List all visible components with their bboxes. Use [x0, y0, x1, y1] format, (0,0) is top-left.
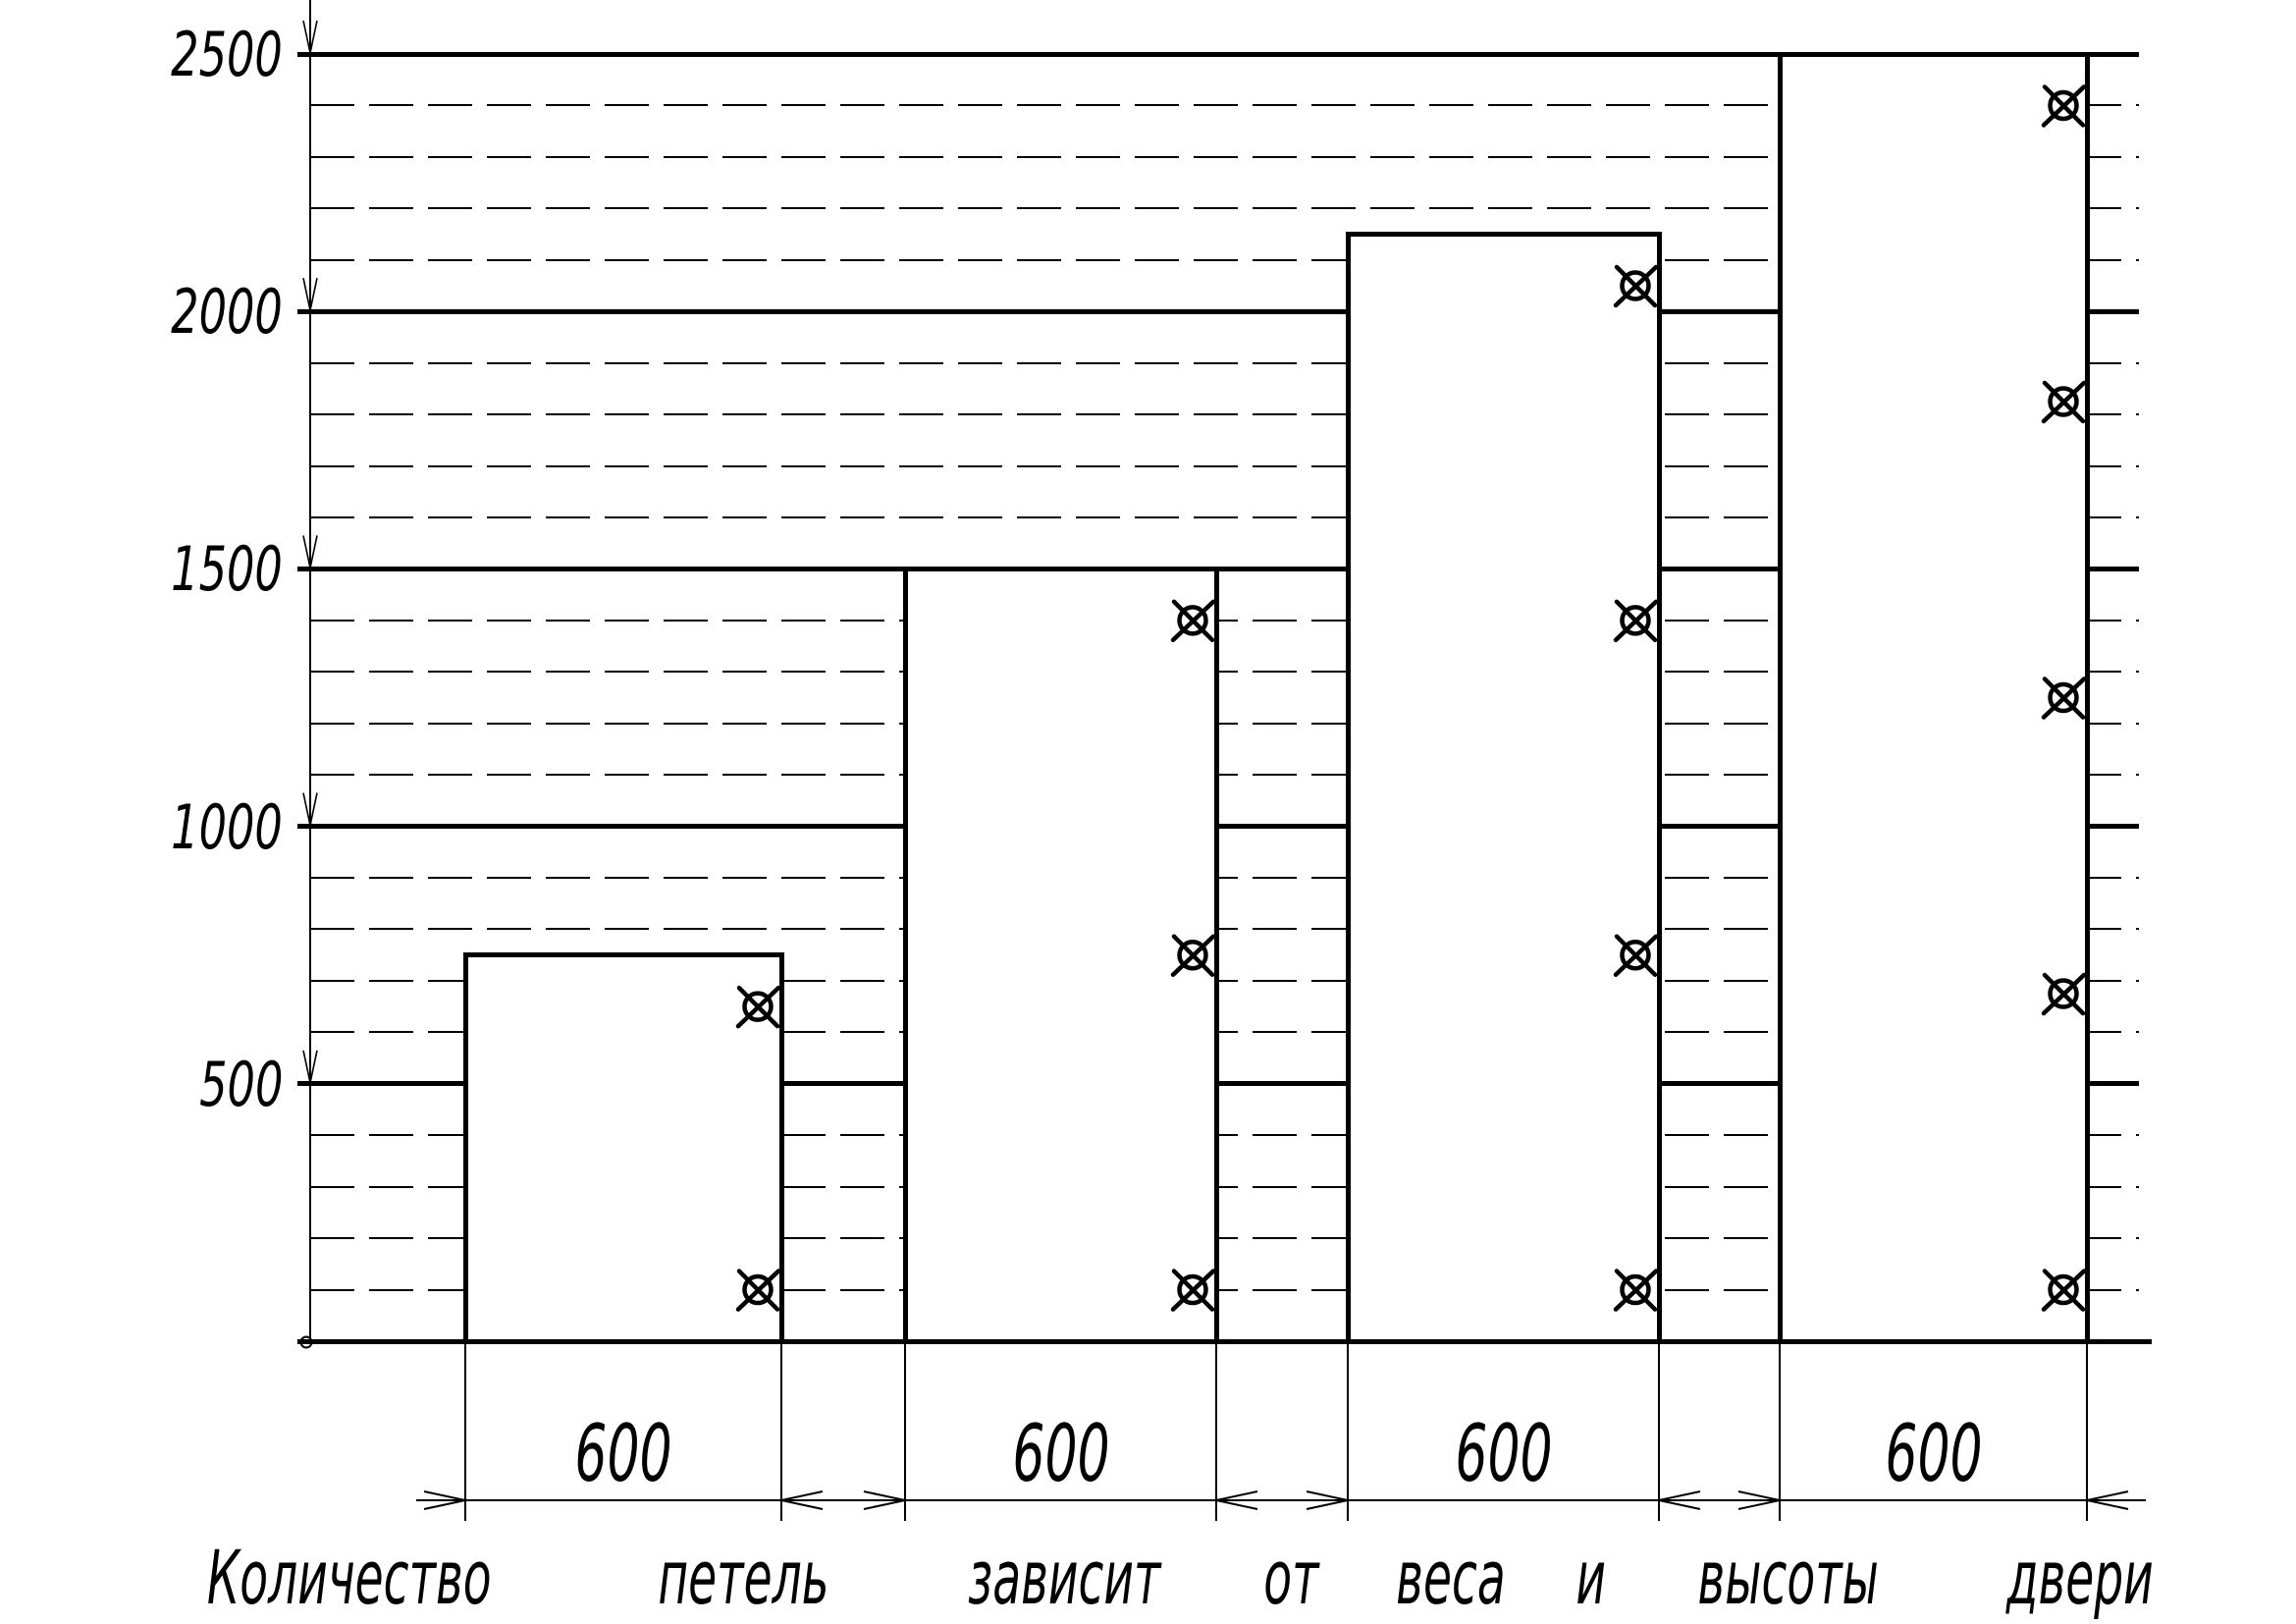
- major-gridline: [297, 51, 2139, 57]
- caption: Количество петель зависит от веса и высоты двер…: [120, 1538, 2199, 1618]
- door-bar: [902, 566, 1219, 1341]
- caption-word: и: [1575, 1534, 1607, 1621]
- caption-word: петель: [658, 1534, 829, 1621]
- minor-gridline: [310, 515, 2139, 518]
- extension-line: [1215, 1341, 1217, 1521]
- extension-line: [2086, 1341, 2088, 1521]
- extension-line: [1779, 1341, 1781, 1521]
- minor-gridline: [310, 207, 2139, 210]
- extension-line: [780, 1341, 782, 1521]
- minor-gridline: [310, 1031, 2139, 1034]
- minor-gridline: [310, 1237, 2139, 1240]
- extension-line: [904, 1341, 906, 1521]
- major-gridline: [297, 308, 2139, 314]
- caption-word: от: [1263, 1534, 1319, 1621]
- dimension-value-label: 600: [1011, 1408, 1110, 1499]
- y-axis-tick-label: 1500: [171, 533, 283, 606]
- y-axis-tick-label: 1000: [171, 790, 283, 863]
- minor-gridline: [310, 619, 2139, 622]
- minor-gridline: [310, 671, 2139, 674]
- minor-gridline: [310, 104, 2139, 107]
- minor-gridline: [310, 1288, 2139, 1291]
- dimension-line: [416, 1499, 2146, 1501]
- extension-line: [464, 1341, 466, 1521]
- dimension-value-label: 600: [1454, 1408, 1553, 1499]
- y-axis-tick-label: 500: [198, 1048, 283, 1120]
- minor-gridline: [310, 979, 2139, 982]
- minor-gridline: [310, 464, 2139, 467]
- door-bar: [462, 952, 784, 1341]
- y-axis-tick-label: 2000: [171, 276, 283, 349]
- y-axis-tick-label: 2500: [171, 19, 283, 90]
- dimension-value-label: 600: [574, 1408, 672, 1499]
- caption-word: веса: [1396, 1534, 1507, 1621]
- y-axis-line: [309, 0, 311, 1341]
- caption-word: высоты: [1697, 1534, 1879, 1621]
- door-bar: [1345, 232, 1662, 1341]
- minor-gridline: [310, 1134, 2139, 1137]
- minor-gridline: [310, 877, 2139, 880]
- caption-word: Количество: [206, 1534, 492, 1621]
- extension-line: [1658, 1341, 1660, 1521]
- caption-word: двери: [2006, 1534, 2154, 1621]
- door-bar: [1777, 51, 2090, 1341]
- caption-word: зависит: [967, 1534, 1161, 1621]
- minor-gridline: [310, 155, 2139, 158]
- minor-gridline: [310, 928, 2139, 931]
- minor-gridline: [310, 361, 2139, 364]
- minor-gridline: [310, 774, 2139, 777]
- minor-gridline: [310, 1185, 2139, 1188]
- extension-line: [1347, 1341, 1349, 1521]
- minor-gridline: [310, 722, 2139, 725]
- minor-gridline: [310, 258, 2139, 261]
- dimension-value-label: 600: [1884, 1408, 1983, 1499]
- minor-gridline: [310, 413, 2139, 416]
- baseline: [297, 1338, 2152, 1344]
